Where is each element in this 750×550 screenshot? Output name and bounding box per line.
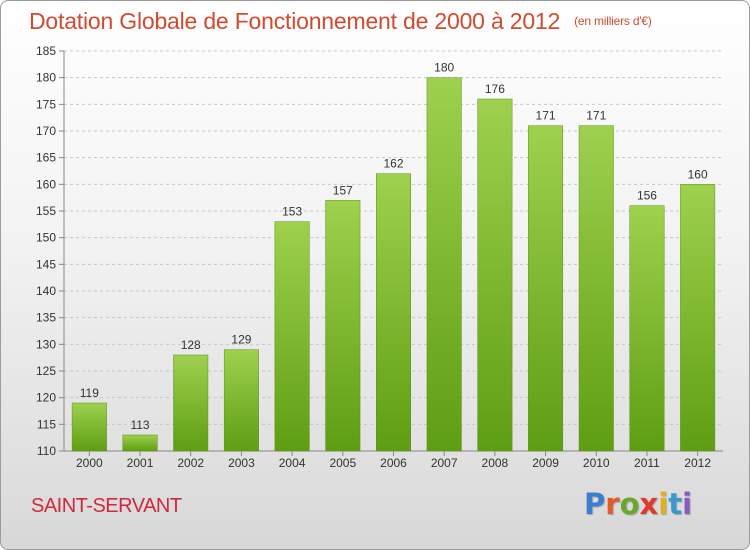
logo-letter: i [682,487,693,521]
y-tick-label: 145 [36,257,56,271]
x-tick-label-2011: 2011 [634,456,660,470]
bar-2001 [122,434,158,452]
value-label-2000: 119 [80,386,99,400]
value-label-2012: 160 [688,167,708,181]
x-tick-label-2000: 2000 [76,456,103,470]
x-tick-label-2001: 2001 [127,456,154,470]
y-tick-label: 155 [36,204,56,218]
x-tick-label-2004: 2004 [279,456,306,470]
logo-letter: t [668,487,683,521]
y-tick-label: 140 [36,284,56,298]
y-tick-label: 130 [36,337,56,351]
bar-2010 [578,125,614,452]
value-label-2002: 128 [181,338,201,352]
logo-letter: P [584,487,606,521]
value-labels: 119 113 128 129 153 157 162 180 176 171 171 156 160 [80,61,708,432]
bar-2009 [528,125,564,452]
chart-subtitle: (en milliers d'€) [574,14,652,28]
y-tick-label: 165 [36,151,56,165]
bar-2003 [223,349,259,452]
x-tick-label-2002: 2002 [177,456,204,470]
chart-title: Dotation Globale de Fonctionnement de 20… [29,8,652,35]
x-tick-label-2006: 2006 [380,456,407,470]
logo-letter: o [619,487,640,521]
logo-letter: x [639,487,659,521]
y-tick-label: 110 [37,444,56,458]
y-tick-label: 150 [36,231,56,245]
value-label-2011: 156 [637,189,657,203]
y-tick-label: 170 [36,124,56,138]
y-tick-label: 125 [36,364,56,378]
bar-2011 [629,205,665,452]
bar-2004 [274,221,310,452]
y-tick-label: 120 [36,391,56,405]
bar-2002 [173,354,209,452]
commune-name: SAINT-SERVANT [31,495,182,517]
value-label-2009: 171 [536,109,556,123]
bar-2000 [71,402,107,452]
x-tick-label-2008: 2008 [482,456,509,470]
x-tick-label-2007: 2007 [431,456,458,470]
bar-2008 [477,98,513,452]
value-label-2005: 157 [333,183,353,197]
value-label-2007: 180 [434,61,454,75]
y-tick-label: 185 [36,44,56,58]
x-tick-label-2010: 2010 [583,456,610,470]
chart-title-text: Dotation Globale de Fonctionnement de 20… [29,8,561,34]
value-label-2006: 162 [383,157,403,171]
bar-2007 [426,77,462,452]
y-tick-label: 180 [36,71,56,85]
y-tick-label: 160 [36,177,56,191]
y-tick-label: 115 [37,417,56,431]
bar-2005 [325,200,361,452]
y-tick-label: 175 [36,97,56,111]
logo-letter: r [605,487,620,521]
x-tick-label-2009: 2009 [532,456,559,470]
x-tick-label-2003: 2003 [228,456,255,470]
x-tick-label-2005: 2005 [329,456,356,470]
bar-2012 [680,184,716,452]
value-label-2001: 113 [130,418,149,432]
logo-letter: i [658,487,669,521]
x-tick-labels: 2000 2001 2002 2003 2004 2005 2006 2007 2008 2009… [76,451,711,470]
y-tick-label: 135 [36,311,56,325]
value-label-2010: 171 [586,109,606,123]
bar-2006 [376,173,411,452]
x-tick-label-2012: 2012 [684,456,711,470]
value-label-2003: 129 [231,333,251,347]
proxiti-logo: Proxiti [584,487,692,521]
y-tick-labels: 110 115 120 125 130 135 140 145 150 155 160 165 170 1… [36,44,56,458]
value-label-2004: 153 [282,205,302,219]
bars [71,77,716,452]
value-label-2008: 176 [485,82,505,96]
